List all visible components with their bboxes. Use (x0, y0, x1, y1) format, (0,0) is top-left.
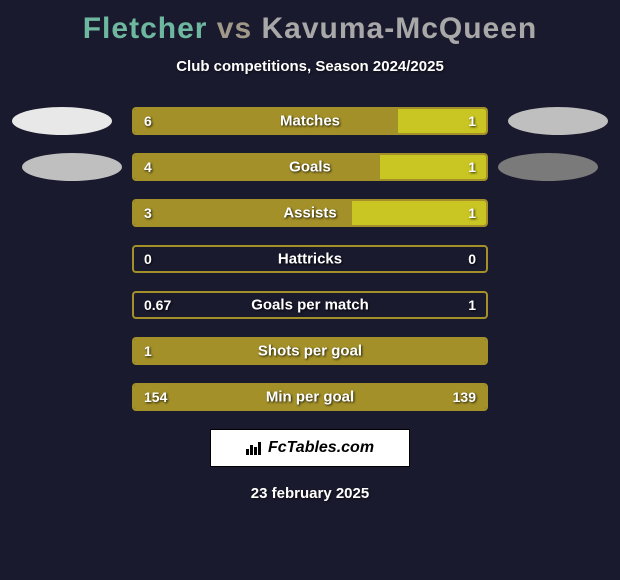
stat-row: 154 139 Min per goal (132, 383, 488, 411)
comparison-title: Fletcher vs Kavuma-McQueen (0, 0, 620, 46)
stat-left-value: 0 (144, 251, 152, 267)
stat-left-value: 0.67 (144, 297, 171, 313)
stat-right-value: 1 (468, 159, 476, 175)
subtitle: Club competitions, Season 2024/2025 (0, 58, 620, 75)
stat-row: 0 0 Hattricks (132, 245, 488, 273)
stat-row: 6 1 Matches (132, 107, 488, 135)
stat-left-value: 1 (144, 343, 152, 359)
player2-kit-home-icon (508, 107, 608, 135)
fctables-logo[interactable]: FcTables.com (210, 429, 410, 467)
stat-right-value: 139 (453, 389, 476, 405)
stat-left-value: 6 (144, 113, 152, 129)
stat-left-value: 3 (144, 205, 152, 221)
player1-name: Fletcher (83, 12, 208, 45)
stat-label: Assists (283, 205, 336, 222)
chart-bars-icon (246, 441, 264, 455)
bar-left-fill (134, 155, 380, 179)
chart-area: 6 1 Matches 4 1 Goals 3 1 Assists 0 0 Hattricks 0.67… (0, 107, 620, 411)
stat-label: Matches (280, 113, 340, 130)
stat-label: Goals per match (251, 297, 369, 314)
bars-container: 6 1 Matches 4 1 Goals 3 1 Assists 0 0 Hattricks 0.67… (132, 107, 488, 411)
stat-right-value: 1 (468, 205, 476, 221)
stat-row: 3 1 Assists (132, 199, 488, 227)
logo-text: FcTables.com (268, 439, 374, 457)
stat-left-value: 154 (144, 389, 167, 405)
bar-right-fill (352, 201, 486, 225)
player2-kit-away-icon (498, 153, 598, 181)
date-text: 23 february 2025 (0, 485, 620, 502)
player1-kit-home-icon (12, 107, 112, 135)
stat-right-value: 1 (468, 297, 476, 313)
stat-row: 4 1 Goals (132, 153, 488, 181)
stat-label: Shots per goal (258, 343, 362, 360)
stat-label: Goals (289, 159, 331, 176)
player2-name: Kavuma-McQueen (262, 12, 538, 45)
stat-label: Min per goal (266, 389, 354, 406)
stat-left-value: 4 (144, 159, 152, 175)
stat-row: 1 Shots per goal (132, 337, 488, 365)
stat-right-value: 1 (468, 113, 476, 129)
stat-row: 0.67 1 Goals per match (132, 291, 488, 319)
vs-text: vs (217, 12, 252, 45)
stat-label: Hattricks (278, 251, 342, 268)
bar-left-fill (134, 109, 398, 133)
stat-right-value: 0 (468, 251, 476, 267)
player1-kit-away-icon (22, 153, 122, 181)
